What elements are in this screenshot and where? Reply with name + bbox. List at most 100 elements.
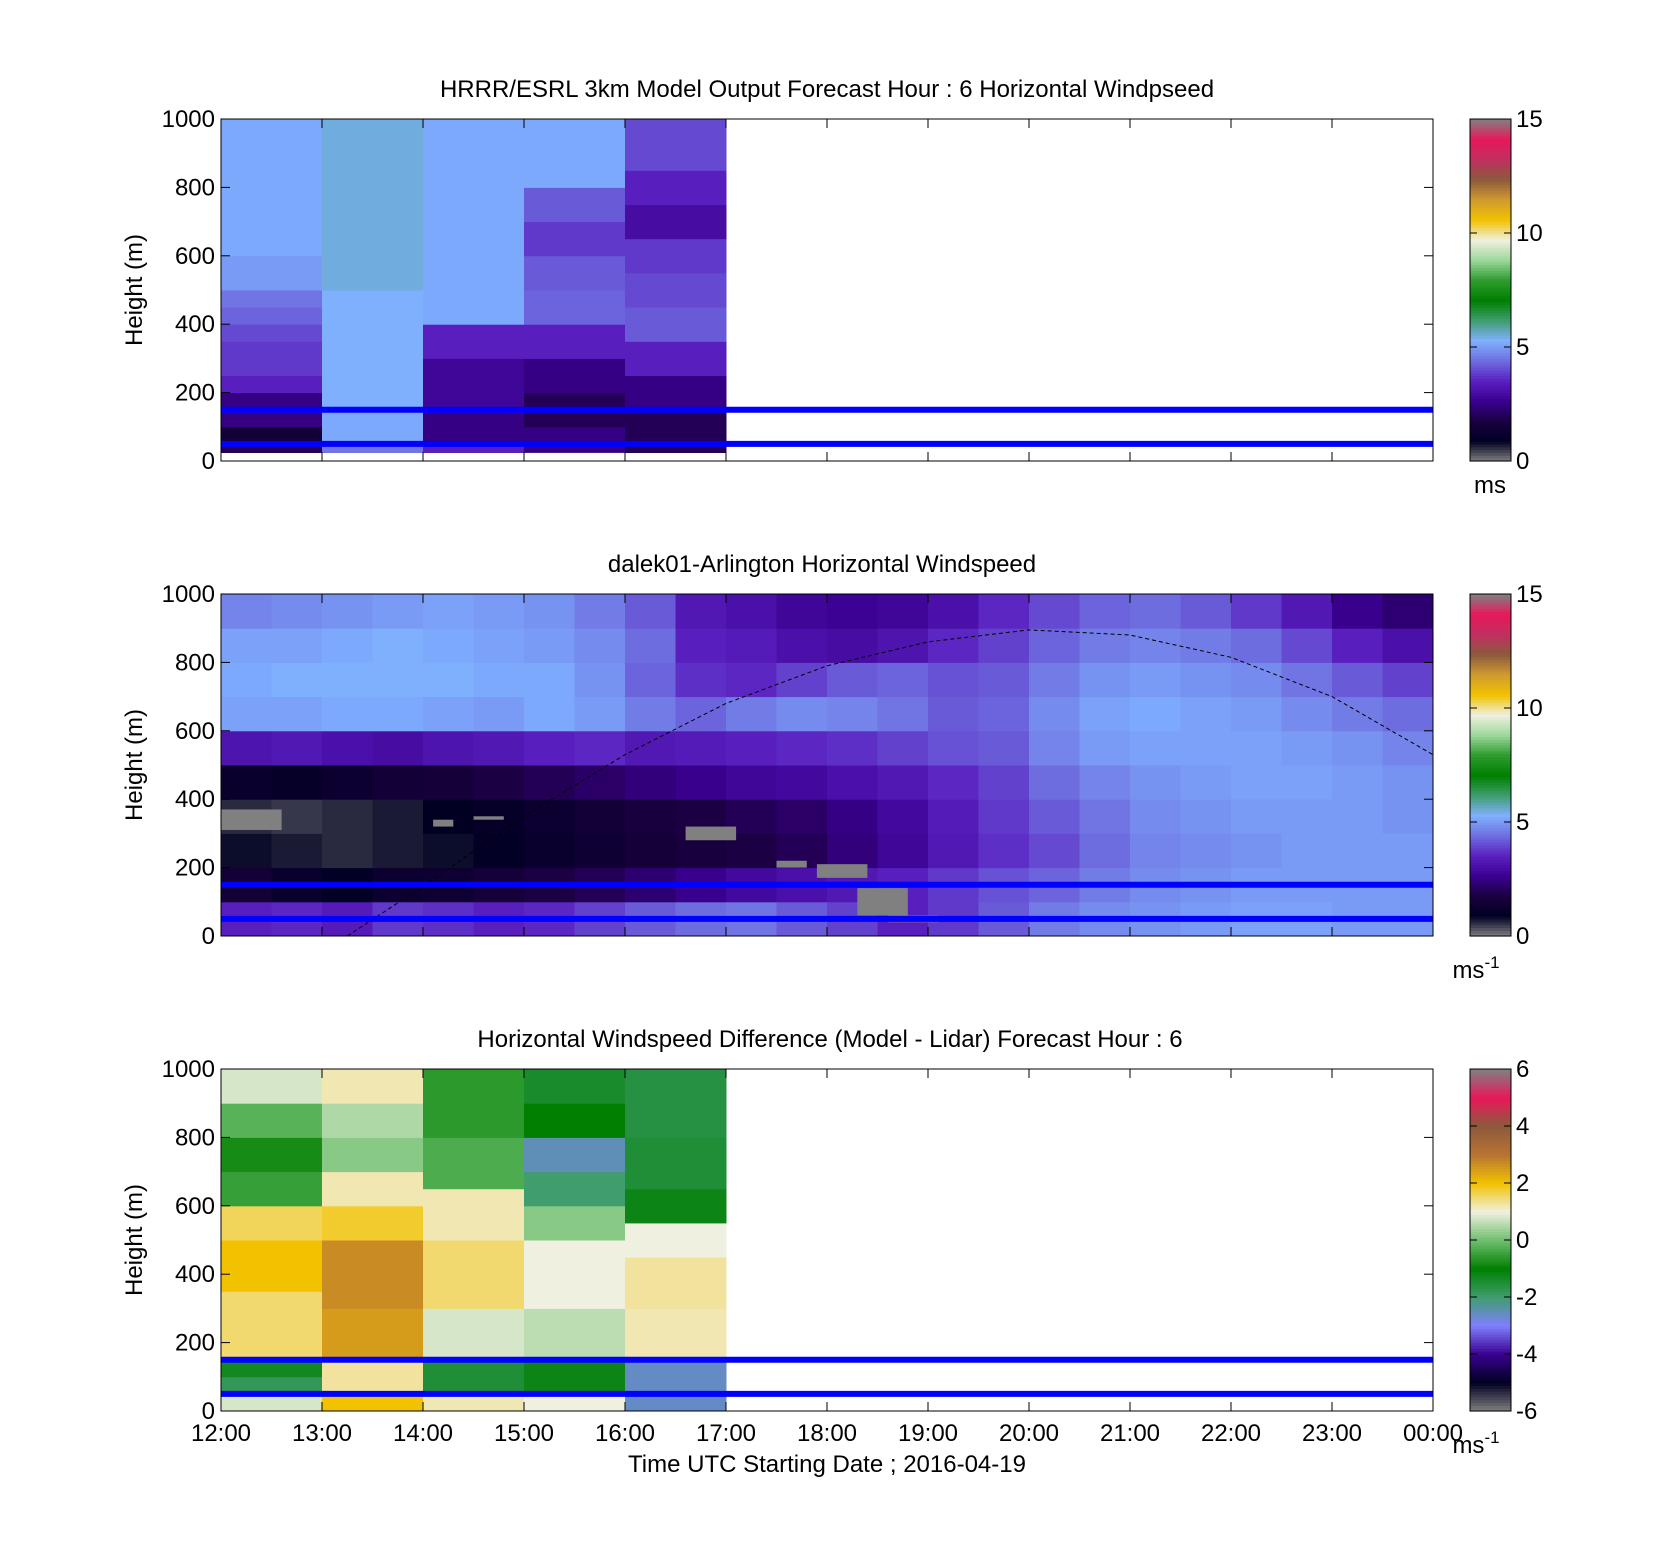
colorbar-tick-label: 4 — [1516, 1113, 1529, 1140]
heatmap-cell — [221, 1103, 323, 1138]
colorbar-swatch — [1470, 435, 1511, 439]
heatmap-cell — [827, 628, 878, 663]
colorbar-swatch — [1470, 651, 1511, 655]
heatmap-cell — [524, 1205, 626, 1241]
colorbar-swatch — [1470, 235, 1511, 240]
colorbar-swatch — [1470, 389, 1511, 394]
colorbar-swatch — [1470, 873, 1511, 877]
colorbar-swatch — [1470, 156, 1511, 160]
heatmap-cell — [726, 765, 777, 800]
heatmap-cell — [574, 833, 626, 869]
colorbar-swatch — [1470, 1268, 1511, 1272]
colorbar-swatch — [1470, 1154, 1511, 1158]
heatmap-cell — [574, 799, 626, 834]
colorbar-swatch — [1470, 392, 1511, 397]
y-axis: 0 200 400 600 800 1000 — [162, 581, 1433, 950]
heatmap-cell — [1332, 662, 1383, 698]
colorbar-swatch — [1470, 753, 1511, 758]
heatmap-cell — [1029, 833, 1080, 869]
heatmap-cell — [1382, 628, 1433, 663]
colorbar-swatch — [1470, 1117, 1511, 1121]
heatmap-cell — [524, 662, 575, 698]
colorbar-swatch — [1470, 933, 1511, 937]
heatmap-cell — [1180, 662, 1232, 698]
colorbar-swatch — [1470, 124, 1511, 129]
colorbar-swatch — [1470, 648, 1511, 652]
colorbar-swatch — [1470, 833, 1511, 837]
heatmap-cell — [1231, 594, 1282, 629]
heatmap-cell — [625, 238, 727, 274]
heatmap-cell — [625, 662, 676, 698]
colorbar-swatch — [1470, 1083, 1511, 1087]
heatmap-cell — [524, 1393, 626, 1411]
heatmap-cell — [473, 594, 525, 629]
heatmap-cell — [625, 628, 676, 663]
colorbar-swatch — [1470, 670, 1511, 675]
heatmap-cell — [1231, 730, 1282, 766]
colorbar-swatch — [1470, 1225, 1511, 1230]
heatmap-cell — [423, 1393, 525, 1411]
colorbar-swatch — [1470, 284, 1511, 288]
heatmap-cell — [524, 426, 626, 453]
colorbar-swatch — [1470, 893, 1511, 897]
heatmap-cell — [625, 594, 676, 629]
colorbar-swatch — [1470, 1100, 1511, 1104]
colorbar-swatch — [1470, 1205, 1511, 1210]
x-axis-ticks — [220, 594, 1434, 936]
heatmap-cell — [1079, 833, 1131, 869]
heatmap-cell — [322, 1393, 424, 1411]
colorbar-swatch — [1470, 819, 1511, 823]
heatmap-cell — [625, 272, 727, 308]
colorbar-swatch — [1470, 381, 1511, 385]
heatmap-cell — [1332, 730, 1383, 766]
colorbar-swatch — [1470, 653, 1511, 658]
colorbar-swatch — [1470, 270, 1511, 274]
heatmap-cell — [1130, 833, 1181, 869]
colorbar-swatch — [1470, 1231, 1511, 1235]
heatmap-cell — [221, 409, 323, 428]
heatmap-cell — [423, 409, 525, 445]
heatmap-cell — [675, 594, 727, 629]
reference-lines — [221, 406, 1433, 447]
colorbar-swatch — [1470, 767, 1511, 772]
colorbar-swatch — [1470, 1111, 1511, 1116]
colorbar-swatch — [1470, 147, 1511, 151]
colorbar-swatch — [1470, 1379, 1511, 1384]
heatmap-cell — [1231, 799, 1282, 834]
colorbar-swatch — [1470, 836, 1511, 840]
heatmap-cell — [726, 662, 777, 698]
colorbar-swatch — [1470, 241, 1511, 245]
colorbar-swatch — [1470, 918, 1511, 923]
colorbar-swatch — [1470, 688, 1511, 692]
colorbar-tick-label: 15 — [1516, 106, 1543, 133]
colorbar-tick-label: 2 — [1516, 1170, 1529, 1197]
colorbar-swatch — [1470, 622, 1511, 626]
colorbar-swatch — [1470, 153, 1511, 157]
heatmap-cell — [776, 799, 828, 834]
heatmap-cell — [322, 409, 424, 445]
colorbar-swatch — [1470, 1080, 1511, 1084]
colorbar-swatch — [1470, 1388, 1511, 1392]
colorbar-swatch — [1470, 349, 1511, 354]
colorbar-tick-label: 0 — [1516, 923, 1529, 950]
heatmap-cell — [271, 730, 323, 766]
heatmap-cell — [322, 1137, 424, 1173]
colorbar-swatch — [1470, 1086, 1511, 1090]
colorbar-swatch — [1470, 901, 1511, 906]
heatmap-cell — [978, 833, 1030, 869]
y-tick-label: 0 — [202, 448, 215, 475]
heatmap-cell — [524, 324, 626, 359]
colorbar-swatch — [1470, 1145, 1511, 1150]
heatmap-cell — [877, 799, 929, 834]
heatmap-cell — [221, 119, 323, 257]
colorbar-swatch — [1470, 1257, 1511, 1261]
colorbar-swatch — [1470, 358, 1511, 362]
heatmap-cell — [221, 1359, 323, 1378]
colorbar-swatch — [1470, 613, 1511, 618]
heatmap-cell — [1281, 799, 1333, 834]
colorbar-swatch — [1470, 631, 1511, 635]
colorbar-swatch — [1470, 1097, 1511, 1101]
heatmap-cell — [726, 628, 777, 663]
y-tick-label: 200 — [175, 380, 215, 407]
colorbar-swatch — [1470, 418, 1511, 422]
